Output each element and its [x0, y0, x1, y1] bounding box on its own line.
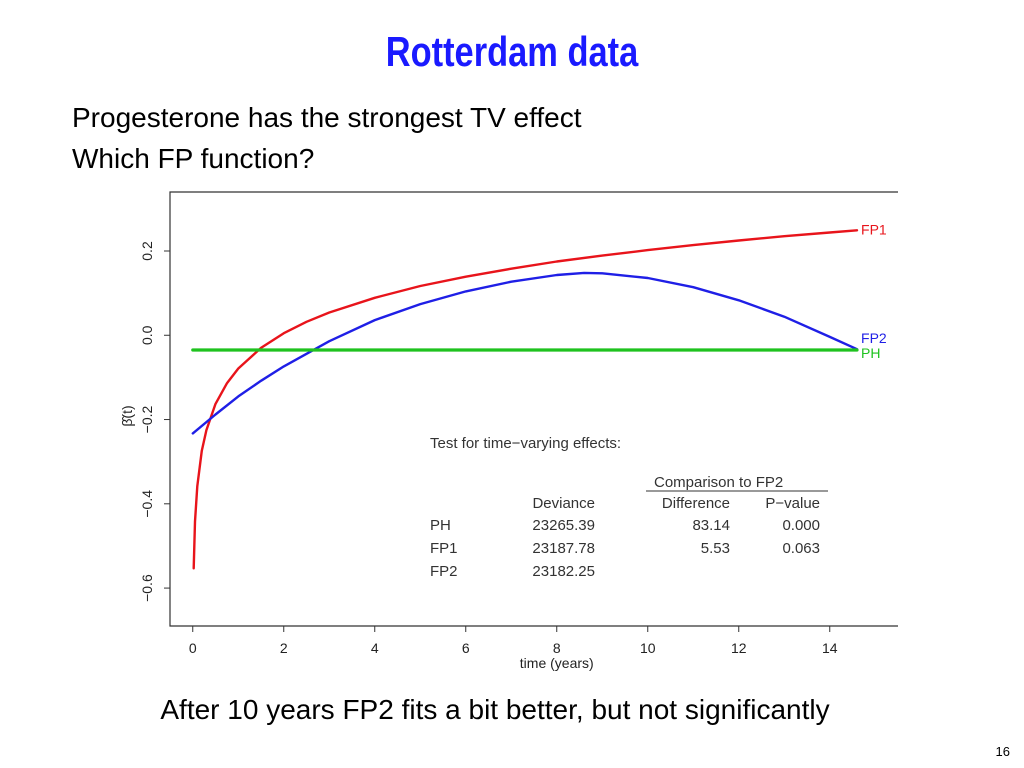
line-label-ph: PH [861, 345, 880, 361]
table-row-label: FP2 [430, 563, 458, 580]
table-cell-deviance: 23187.78 [532, 540, 595, 557]
group-header: Comparison to FP2 [654, 474, 783, 491]
x-tick-label: 14 [822, 640, 838, 656]
x-tick-label: 2 [280, 640, 288, 656]
line-label-fp1: FP1 [861, 221, 887, 237]
table-row-label: PH [430, 517, 451, 534]
x-tick-label: 6 [462, 640, 470, 656]
bullet-text: Progesterone has the strongest TV effect [72, 102, 582, 133]
test-results-table: Test for time−varying effects: Comparison… [430, 435, 828, 580]
y-tick-label: 0.0 [139, 325, 155, 345]
x-tick-label: 10 [640, 640, 656, 656]
x-axis: 0 2 4 6 8 10 12 14 time (years) [189, 626, 838, 671]
column-header-pvalue: P−value [765, 495, 820, 512]
x-axis-label: time (years) [520, 655, 594, 671]
bullet-text: Which FP function? [72, 143, 315, 174]
table-cell-deviance: 23265.39 [532, 517, 595, 534]
page-number: 16 [995, 744, 1010, 759]
y-tick-label: −0.4 [139, 490, 155, 518]
x-tick-label: 12 [731, 640, 747, 656]
x-tick-label: 8 [553, 640, 561, 656]
column-header-deviance: Deviance [532, 495, 595, 512]
table-cell-deviance: 23182.25 [532, 563, 595, 580]
y-tick-label: −0.2 [139, 406, 155, 434]
plot-frame [169, 191, 898, 627]
time-varying-effect-chart: −0.6 −0.4 −0.2 0.0 0.2 β̂(t) 0 2 4 6 8 10 12 14 time … [119, 191, 898, 671]
series-layer [191, 229, 859, 570]
table-cell-pvalue: 0.063 [782, 540, 820, 557]
table-cell-difference: 83.14 [692, 517, 730, 534]
plot-border [169, 191, 898, 627]
y-tick-label: 0.2 [139, 241, 155, 261]
series-line-fp1 [192, 229, 859, 570]
slide-title: Rotterdam data [385, 28, 639, 75]
y-axis: −0.6 −0.4 −0.2 0.0 0.2 β̂(t) [119, 241, 170, 602]
column-header-difference: Difference [662, 495, 730, 512]
x-tick-label: 0 [189, 640, 197, 656]
conclusion-text: After 10 years FP2 fits a bit better, bu… [160, 694, 830, 725]
table-heading: Test for time−varying effects: [430, 435, 621, 452]
line-label-fp2: FP2 [861, 330, 887, 346]
series-line-fp2 [191, 271, 859, 435]
table-cell-pvalue: 0.000 [782, 517, 820, 534]
y-tick-label: −0.6 [139, 574, 155, 602]
y-axis-label: β̂(t) [119, 405, 135, 426]
table-cell-difference: 5.53 [701, 540, 730, 557]
table-row-label: FP1 [430, 540, 458, 557]
x-tick-label: 4 [371, 640, 379, 656]
